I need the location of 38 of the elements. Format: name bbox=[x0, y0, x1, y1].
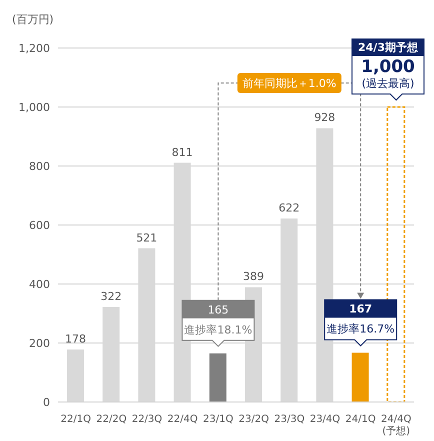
x-tick-label: 22/2Q bbox=[96, 414, 127, 425]
annotation: 進捗率18.1% bbox=[184, 323, 252, 336]
x-tick-label: 24/1Q bbox=[345, 414, 376, 425]
annotation: 167 bbox=[349, 302, 372, 316]
data-label: 928 bbox=[314, 111, 336, 124]
callout-box: 167 進捗率16.7% bbox=[324, 299, 398, 346]
annotation: 24/3期予想 bbox=[358, 41, 419, 54]
data-label: 521 bbox=[136, 231, 158, 244]
y-tick-label: 1,000 bbox=[18, 100, 50, 114]
annotation: 進捗率16.7% bbox=[326, 322, 395, 336]
data-label: 178 bbox=[65, 332, 86, 346]
x-tick-label: 24/4Q (予想) bbox=[381, 414, 412, 437]
x-tick-label: 22/1Q bbox=[60, 414, 92, 425]
y-tick-label: 0 bbox=[43, 396, 50, 409]
y-tick-label: 400 bbox=[29, 278, 50, 291]
data-label: 389 bbox=[243, 270, 264, 284]
x-tick-label: 22/4Q bbox=[167, 414, 198, 425]
x-tick-label: 23/4Q bbox=[310, 414, 340, 425]
data-label: 622 bbox=[278, 202, 300, 215]
data-label: 322 bbox=[100, 290, 122, 304]
annotation: 前年同期比＋1.0% bbox=[242, 77, 336, 90]
annotation: 1,000 bbox=[361, 57, 416, 77]
bar bbox=[352, 352, 369, 402]
data-label: 811 bbox=[172, 146, 193, 159]
callout-box: 165 進捗率18.1% bbox=[182, 300, 255, 348]
x-tick-label: 23/1Q bbox=[203, 414, 234, 425]
callout-box: 24/3期予想 1,000 (過去最高) bbox=[352, 38, 424, 101]
y-axis-title: (百万円) bbox=[12, 12, 54, 27]
y-tick-label: 600 bbox=[29, 218, 50, 232]
y-tick-label: 800 bbox=[29, 160, 50, 173]
annotation: 165 bbox=[208, 303, 229, 316]
y-tick-label: 200 bbox=[29, 336, 50, 350]
x-tick-label: 23/2Q bbox=[238, 414, 270, 425]
bar bbox=[209, 353, 226, 402]
x-tick-label: 22/3Q bbox=[132, 414, 162, 425]
x-tick-label: 23/3Q bbox=[274, 414, 305, 425]
y-tick-label: 1,200 bbox=[18, 42, 50, 55]
annotation: (過去最高) bbox=[362, 77, 414, 90]
